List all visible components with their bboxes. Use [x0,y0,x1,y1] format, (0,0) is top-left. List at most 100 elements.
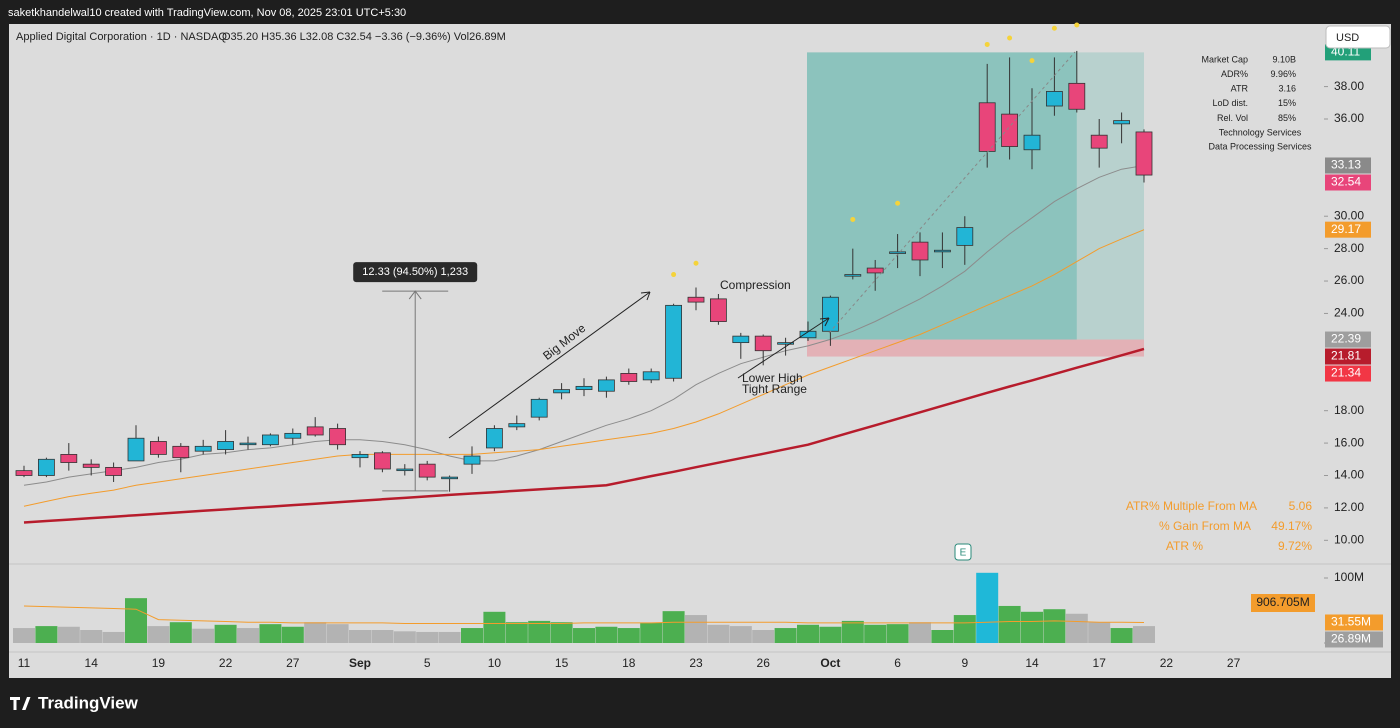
candle-body [15,470,33,476]
volume-bar [595,626,618,643]
position-stop-zone [807,339,1144,357]
candle-body [1046,91,1063,107]
moving-average [23,165,1145,486]
volume-bar [1043,609,1066,643]
candle-body [396,468,414,472]
candle-body [822,296,839,332]
annotation: Lower High [742,371,803,385]
signal-dot [895,200,901,206]
candle-body [1135,131,1153,176]
stat-value: 9.96% [1270,69,1296,79]
candle-body [530,398,548,418]
candle-body [127,437,145,462]
earnings-icon[interactable] [954,543,972,561]
price-label: 32.54 [1331,175,1361,189]
logo [10,697,31,710]
volume-bar [617,628,640,643]
plot: 38.00 36.00 30.00 28.00 26.00 24.00 18.00 16.00… [13,22,1383,670]
volume-bar [214,624,237,643]
candle-body [687,296,705,303]
moving-average [23,347,1145,524]
x-tick-label: 10 [488,656,502,670]
y-tick-label: 10.00 [1334,532,1364,546]
volume-bar [416,631,439,643]
candle-body [441,476,459,480]
annotation: Compression [720,278,791,292]
volume-bar [573,628,595,643]
brand: TradingView [38,693,139,712]
volume-bar [931,630,954,643]
price-label: 26.89M [1331,632,1371,646]
ma-stat-label: % Gain From MA [1159,519,1251,533]
volume-bar [774,628,797,643]
volume-bar [326,624,349,643]
volume-bar [797,624,819,643]
stat-label: Rel. Vol [1217,113,1248,123]
x-tick-label: 17 [1093,656,1107,670]
stat-value: 85% [1278,113,1296,123]
volume-bar [1088,622,1111,643]
candle-body [105,466,122,476]
stat-sector: Technology Services [1219,127,1302,137]
x-tick-label: 9 [961,656,968,670]
volume-bar [35,626,58,643]
volume-bar [371,630,394,643]
signal-dot [984,41,990,47]
price-label-box [1325,157,1371,174]
volume-value: 906.705M [1256,595,1309,609]
volume-bar [1021,611,1043,643]
signal-dot [693,260,699,266]
annotation: Tight Range [742,382,807,396]
volume-bar [819,626,842,643]
candle-body [60,454,78,463]
price-label-box [1325,221,1371,238]
volume-bar [57,626,80,643]
ma-stat-value: 9.72% [1278,539,1312,553]
measure-label: 12.33 (94.50%) 1,233 [362,266,468,278]
candle-body [620,373,638,382]
arrow-head [640,291,651,301]
candle-body [956,227,974,246]
volume-bar [192,628,215,643]
candle-body [710,298,727,322]
stat-label: ATR [1231,84,1249,94]
x-tick-label: 14 [1025,656,1039,670]
x-tick-label: 27 [286,656,300,670]
volume-bar [886,624,909,643]
ma-stat-label: ATR % [1166,539,1203,553]
y-tick-label: 36.00 [1334,111,1364,125]
y-tick-label: 30.00 [1334,208,1364,222]
candle-body [418,463,436,478]
candle-body [844,274,862,277]
volume-bar [505,622,528,643]
volume-bar [102,631,125,643]
candle-body [82,463,100,468]
volume-bar [752,630,775,643]
currency-button[interactable] [1325,25,1391,49]
y-tick-label: 12.00 [1334,500,1364,514]
stat-value: 9.10B [1272,54,1296,64]
volume-bar [1065,613,1088,643]
candle-body [598,379,615,392]
volume-bar [662,611,685,643]
price-label-box [1325,174,1371,191]
y-tick-label: 16.00 [1334,435,1364,449]
candle-body [934,249,951,253]
volume-bar [953,615,976,643]
volume-bar [550,622,573,643]
candle-body [239,442,257,446]
position-target-zone [807,52,1077,340]
volume-bar [169,622,192,643]
byline: saketkhandelwal10 created with TradingVi… [8,7,406,19]
candle-body [553,389,570,394]
candle-body [777,342,794,345]
currency[interactable]: USD [1336,32,1359,44]
x-tick-label: 22 [219,656,233,670]
x-tick-label: Oct [820,656,840,670]
signal-dot [1029,58,1035,64]
signal-dot [671,272,677,278]
y-tick-label: 26.00 [1334,273,1364,287]
volume-bar [1110,628,1133,643]
y-tick-label: 28.00 [1334,241,1364,255]
volume-bar [13,628,35,643]
